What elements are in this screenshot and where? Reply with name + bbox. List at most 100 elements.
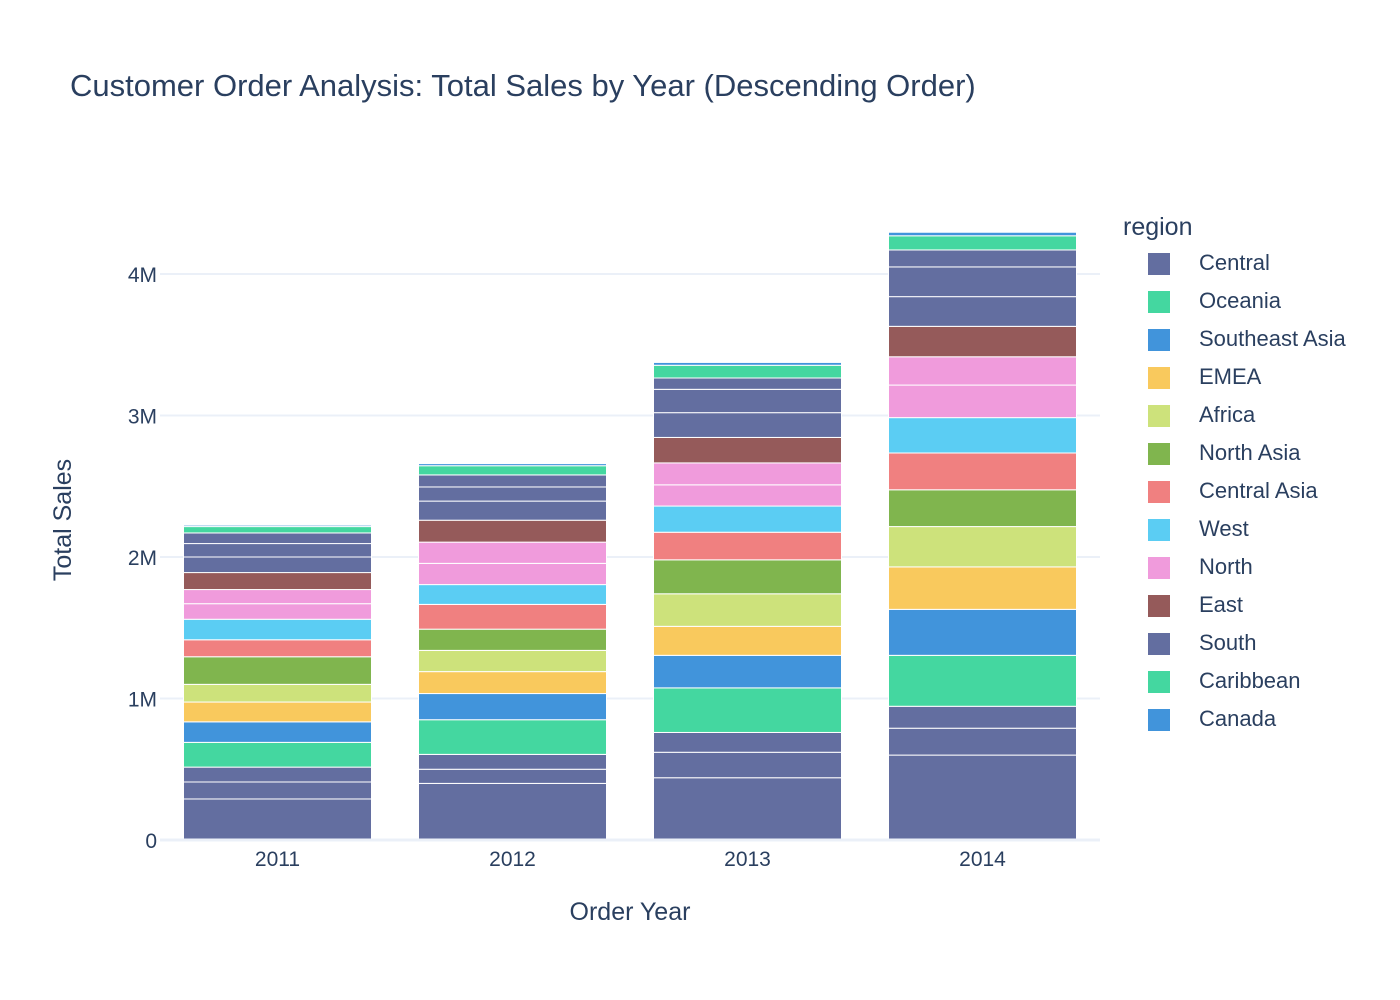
legend-label: East bbox=[1199, 592, 1244, 617]
legend-label: Southeast Asia bbox=[1199, 326, 1346, 351]
bar-segment-south bbox=[653, 412, 842, 438]
axes: 0 1M 2M 3M 4M 2011 2012 2013 2014 bbox=[128, 264, 1100, 871]
bar-segment-east bbox=[653, 436, 842, 464]
legend-item[interactable]: Canada bbox=[1123, 700, 1276, 738]
legend-item[interactable]: South bbox=[1123, 624, 1257, 662]
bar-segment-north-asia bbox=[888, 489, 1077, 528]
bar-segment-central bbox=[653, 777, 842, 841]
bar-segment-west bbox=[888, 417, 1077, 454]
bar-segment-central bbox=[888, 754, 1077, 841]
bar-segment-central bbox=[888, 727, 1077, 756]
bar-segment-africa bbox=[888, 526, 1077, 568]
bar-segment-central bbox=[183, 798, 372, 841]
bar-segment-canada bbox=[418, 463, 607, 467]
legend-swatch bbox=[1148, 291, 1170, 313]
x-tick-label: 2011 bbox=[255, 848, 300, 871]
bar-segment-south bbox=[888, 296, 1077, 327]
legend-item[interactable]: EMEA bbox=[1123, 358, 1261, 396]
legend-item[interactable]: Oceania bbox=[1123, 282, 1281, 320]
legend-item[interactable]: Central Asia bbox=[1123, 472, 1318, 510]
legend-swatch bbox=[1148, 709, 1170, 731]
bar-segment-east bbox=[183, 572, 372, 591]
bar-segment-caribbean bbox=[183, 526, 372, 534]
bar-segment-north-asia bbox=[653, 559, 842, 595]
bar-segment-oceania bbox=[653, 687, 842, 733]
bar-segment-north bbox=[183, 589, 372, 605]
legend-swatch bbox=[1148, 367, 1170, 389]
bar-segment-southeast-asia bbox=[653, 654, 842, 689]
x-tick-label: 2014 bbox=[959, 848, 1006, 871]
bar-segment-caribbean bbox=[888, 235, 1077, 251]
bar-segment-canada bbox=[653, 361, 842, 366]
y-tick-label: 2M bbox=[128, 547, 157, 570]
bar-segment-caribbean bbox=[653, 364, 842, 379]
bar-segment-central-asia bbox=[418, 603, 607, 630]
bar-segment-central bbox=[653, 731, 842, 753]
bar-segment-central bbox=[418, 768, 607, 784]
bar-segment-south bbox=[888, 266, 1077, 298]
bar-segment-canada bbox=[183, 524, 372, 528]
legend-item[interactable]: Caribbean bbox=[1123, 662, 1301, 700]
bar-segment-southeast-asia bbox=[418, 693, 607, 721]
bar-segment-east bbox=[418, 519, 607, 543]
legend-title: region bbox=[1123, 213, 1193, 241]
bar-segment-central bbox=[418, 782, 607, 841]
bar-segment-central bbox=[653, 751, 842, 779]
legend-items: Central Oceania Southeast Asia EMEA Africa No… bbox=[1123, 244, 1346, 738]
bar-segment-emea bbox=[418, 671, 607, 695]
bar-segment-north bbox=[183, 603, 372, 620]
bar-segment-central bbox=[183, 766, 372, 783]
bar-segment-oceania bbox=[888, 654, 1077, 707]
chart-title: Customer Order Analysis: Total Sales by … bbox=[70, 68, 976, 103]
x-tick-label: 2012 bbox=[489, 848, 536, 871]
bar-segment-north-asia bbox=[418, 628, 607, 651]
legend-label: Central bbox=[1199, 250, 1270, 275]
bar-segment-central bbox=[888, 705, 1077, 729]
legend-swatch bbox=[1148, 329, 1170, 351]
legend: region Central Oceania Southeast Asia EMEA A… bbox=[1123, 210, 1346, 738]
legend-swatch bbox=[1148, 443, 1170, 465]
legend-label: Canada bbox=[1199, 706, 1277, 731]
legend-swatch bbox=[1148, 519, 1170, 541]
y-axis-title: Total Sales bbox=[49, 459, 77, 581]
legend-label: West bbox=[1199, 516, 1249, 541]
legend-label: South bbox=[1199, 630, 1257, 655]
bar-segment-north bbox=[418, 541, 607, 564]
legend-label: Central Asia bbox=[1199, 478, 1318, 503]
bar-segment-southeast-asia bbox=[888, 608, 1077, 656]
x-tick-label: 2013 bbox=[724, 848, 771, 871]
y-tick-label: 4M bbox=[128, 264, 157, 287]
legend-label: Caribbean bbox=[1199, 668, 1301, 693]
legend-item[interactable]: Central bbox=[1123, 244, 1270, 282]
bar-segment-central-asia bbox=[183, 639, 372, 658]
legend-swatch bbox=[1148, 405, 1170, 427]
legend-label: Oceania bbox=[1199, 288, 1281, 313]
bar-segment-south bbox=[418, 500, 607, 521]
bar-segment-southeast-asia bbox=[183, 721, 372, 743]
bar-segment-emea bbox=[653, 625, 842, 656]
x-axis-title: Order Year bbox=[570, 898, 691, 926]
legend-swatch bbox=[1148, 595, 1170, 617]
bar-segment-canada bbox=[888, 231, 1077, 237]
bar-segment-central bbox=[418, 753, 607, 770]
legend-item[interactable]: North bbox=[1123, 548, 1253, 586]
legend-item[interactable]: Africa bbox=[1123, 396, 1255, 434]
bar-segment-oceania bbox=[183, 741, 372, 768]
bar-segment-west bbox=[418, 584, 607, 605]
legend-item[interactable]: North Asia bbox=[1123, 434, 1301, 472]
bar-segment-central bbox=[183, 781, 372, 800]
bar-segment-north bbox=[653, 484, 842, 507]
bar-segment-south bbox=[418, 486, 607, 502]
bar-segment-south bbox=[653, 388, 842, 414]
legend-item[interactable]: West bbox=[1123, 510, 1249, 548]
y-tick-label: 0 bbox=[145, 830, 157, 853]
stacked-bar-chart: 0 1M 2M 3M 4M 2011 2012 2013 2014 Order Year Tot… bbox=[49, 231, 1100, 926]
legend-swatch bbox=[1148, 557, 1170, 579]
bar-segment-emea bbox=[183, 701, 372, 723]
bars bbox=[183, 231, 1077, 841]
legend-label: Africa bbox=[1199, 402, 1256, 427]
legend-label: North bbox=[1199, 554, 1253, 579]
legend-swatch bbox=[1148, 481, 1170, 503]
legend-item[interactable]: East bbox=[1123, 586, 1243, 624]
legend-item[interactable]: Southeast Asia bbox=[1123, 320, 1346, 358]
